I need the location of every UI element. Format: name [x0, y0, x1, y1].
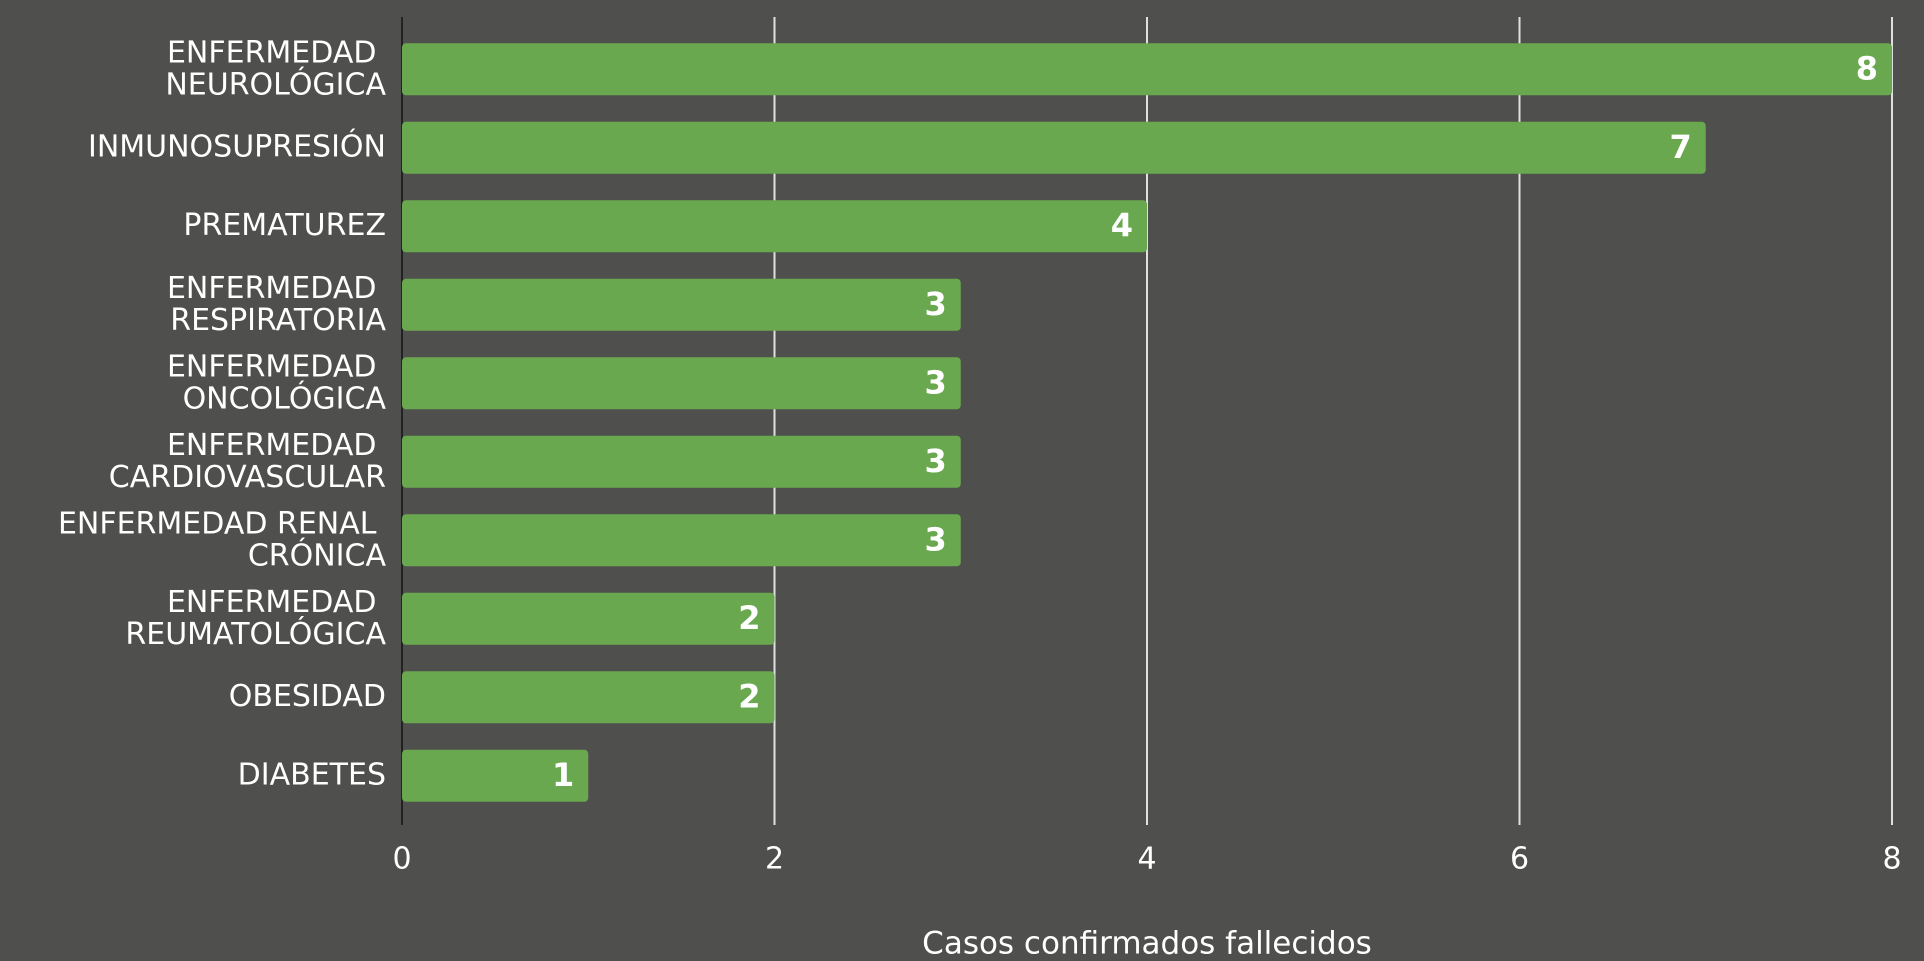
value-label: 2	[738, 599, 760, 637]
bar	[402, 671, 775, 724]
bar	[402, 749, 589, 802]
y-tick-label: ENFERMEDAD RENAL CRÓNICA	[58, 506, 387, 573]
x-tick-label: 0	[392, 842, 411, 877]
value-label: 3	[924, 520, 946, 558]
y-tick-label: ENFERMEDAD RESPIRATORIA	[167, 270, 387, 337]
x-tick-label: 8	[1882, 842, 1901, 877]
value-label: 4	[1111, 206, 1133, 244]
y-tick-label: OBESIDAD	[229, 679, 386, 714]
value-label: 3	[924, 285, 946, 323]
bar	[402, 435, 961, 488]
y-tick-label: DIABETES	[238, 757, 386, 792]
x-tick-label: 2	[765, 842, 784, 877]
bar	[402, 200, 1147, 253]
bar	[402, 121, 1706, 174]
x-axis-title: Casos confirmados fallecidos	[922, 926, 1372, 961]
value-label: 3	[924, 442, 946, 480]
y-tick-label: ENFERMEDAD ONCOLÓGICA	[167, 349, 387, 416]
y-tick-label: ENFERMEDAD NEUROLÓGICA	[165, 35, 386, 102]
bar	[402, 592, 775, 645]
bar	[402, 514, 961, 567]
bar	[402, 357, 961, 410]
y-tick-label: ENFERMEDAD REUMATOLÓGICA	[125, 584, 386, 651]
bar	[402, 278, 961, 331]
y-tick-label: ENFERMEDAD CARDIOVASCULAR	[109, 427, 386, 494]
value-label: 8	[1856, 49, 1878, 87]
bar	[402, 43, 1892, 96]
value-label: 7	[1669, 128, 1691, 166]
y-tick-label: INMUNOSUPRESIÓN	[88, 127, 386, 164]
value-label: 1	[552, 756, 574, 794]
x-tick-label: 4	[1137, 842, 1156, 877]
y-tick-label: PREMATUREZ	[183, 208, 386, 243]
value-label: 2	[738, 677, 760, 715]
value-label: 3	[924, 363, 946, 401]
x-tick-label: 6	[1510, 842, 1529, 877]
